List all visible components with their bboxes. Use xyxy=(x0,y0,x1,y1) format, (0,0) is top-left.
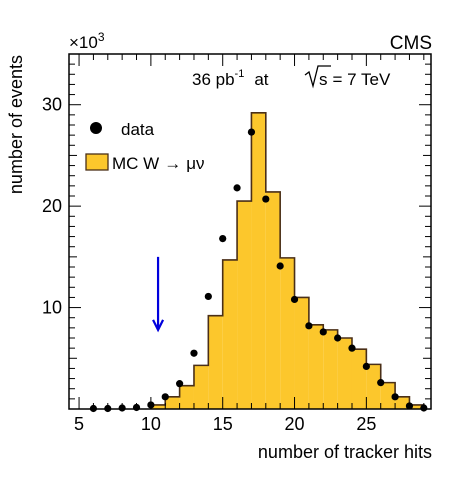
data-point xyxy=(204,292,212,301)
experiment-label: CMS xyxy=(390,33,432,54)
cut-arrow xyxy=(152,256,165,333)
mc-bar xyxy=(265,191,281,409)
mc-bar xyxy=(366,364,381,409)
data-point xyxy=(219,235,227,243)
data-point xyxy=(290,295,299,304)
data-point xyxy=(190,349,198,357)
data-point xyxy=(391,393,399,401)
legend-mc-label-prefix: MC W xyxy=(112,154,159,173)
legend-data-label: data xyxy=(121,120,155,139)
data-point xyxy=(348,344,356,352)
mc-bar xyxy=(337,338,352,409)
arrow-head xyxy=(152,319,165,333)
data-point xyxy=(377,379,385,387)
mc-bar xyxy=(280,257,295,409)
x-tick-label: 20 xyxy=(285,414,305,434)
data-point xyxy=(161,393,169,401)
x-tick-label: 5 xyxy=(74,414,84,434)
axis-ticks xyxy=(69,54,431,409)
mc-bar xyxy=(294,297,309,409)
mc-bar xyxy=(409,404,424,409)
data-point xyxy=(262,195,270,203)
legend-mc-label-arrow: → xyxy=(164,154,181,173)
mc-histogram xyxy=(150,112,425,409)
mc-outline xyxy=(150,112,425,409)
mc-bar xyxy=(380,382,396,409)
mc-bar xyxy=(150,404,166,409)
data-point xyxy=(276,262,284,270)
mc-bar xyxy=(179,385,194,409)
legend-data-marker xyxy=(90,122,102,134)
luminosity-label: 36 pb-1 at xyxy=(192,68,269,89)
sqrt-icon xyxy=(304,65,331,89)
energy-label: s = 7 TeV xyxy=(319,70,391,89)
luminosity-value: 36 pb xyxy=(192,70,235,89)
x-tick-label: 25 xyxy=(356,414,376,434)
y-multiplier: ×103 xyxy=(69,30,105,52)
y-axis-label: number of events xyxy=(6,55,26,194)
data-point xyxy=(176,380,184,388)
y-tick-label: 20 xyxy=(42,196,62,216)
data-point xyxy=(305,322,313,330)
x-tick-label: 10 xyxy=(141,414,161,434)
mc-bar xyxy=(165,396,180,409)
data-point xyxy=(247,128,256,136)
tick-labels: 5 10 15 20 25 10 20 30 xyxy=(42,95,376,434)
data-point xyxy=(233,184,241,192)
mc-bar xyxy=(351,349,367,409)
x-axis-label: number of tracker hits xyxy=(258,442,432,462)
y-multiplier-exponent: 3 xyxy=(98,30,105,44)
mc-bar xyxy=(323,329,338,409)
y-tick-label: 30 xyxy=(42,95,62,115)
x-tick-label: 15 xyxy=(213,414,233,434)
mc-bar xyxy=(237,201,252,409)
energy-at: at xyxy=(254,70,268,89)
energy-value: = 7 TeV xyxy=(333,70,391,89)
legend-mc-swatch xyxy=(85,153,109,171)
data-point xyxy=(362,362,370,370)
mc-bar xyxy=(251,112,266,409)
legend-mc-label: MC W → μν xyxy=(112,154,205,173)
legend-mc-label-suffix: μν xyxy=(186,154,204,173)
luminosity-exponent: -1 xyxy=(235,68,245,80)
y-multiplier-base: ×10 xyxy=(69,33,98,52)
mc-bar xyxy=(222,259,238,409)
mc-bar xyxy=(208,315,223,409)
y-tick-label: 10 xyxy=(42,298,62,318)
legend: data MC W → μν xyxy=(85,120,205,173)
data-point xyxy=(334,334,342,342)
mc-bar xyxy=(193,365,209,409)
energy-symbol: s xyxy=(319,70,328,89)
mc-bar xyxy=(308,324,324,409)
data-point xyxy=(319,328,327,336)
plot-frame xyxy=(68,53,432,410)
